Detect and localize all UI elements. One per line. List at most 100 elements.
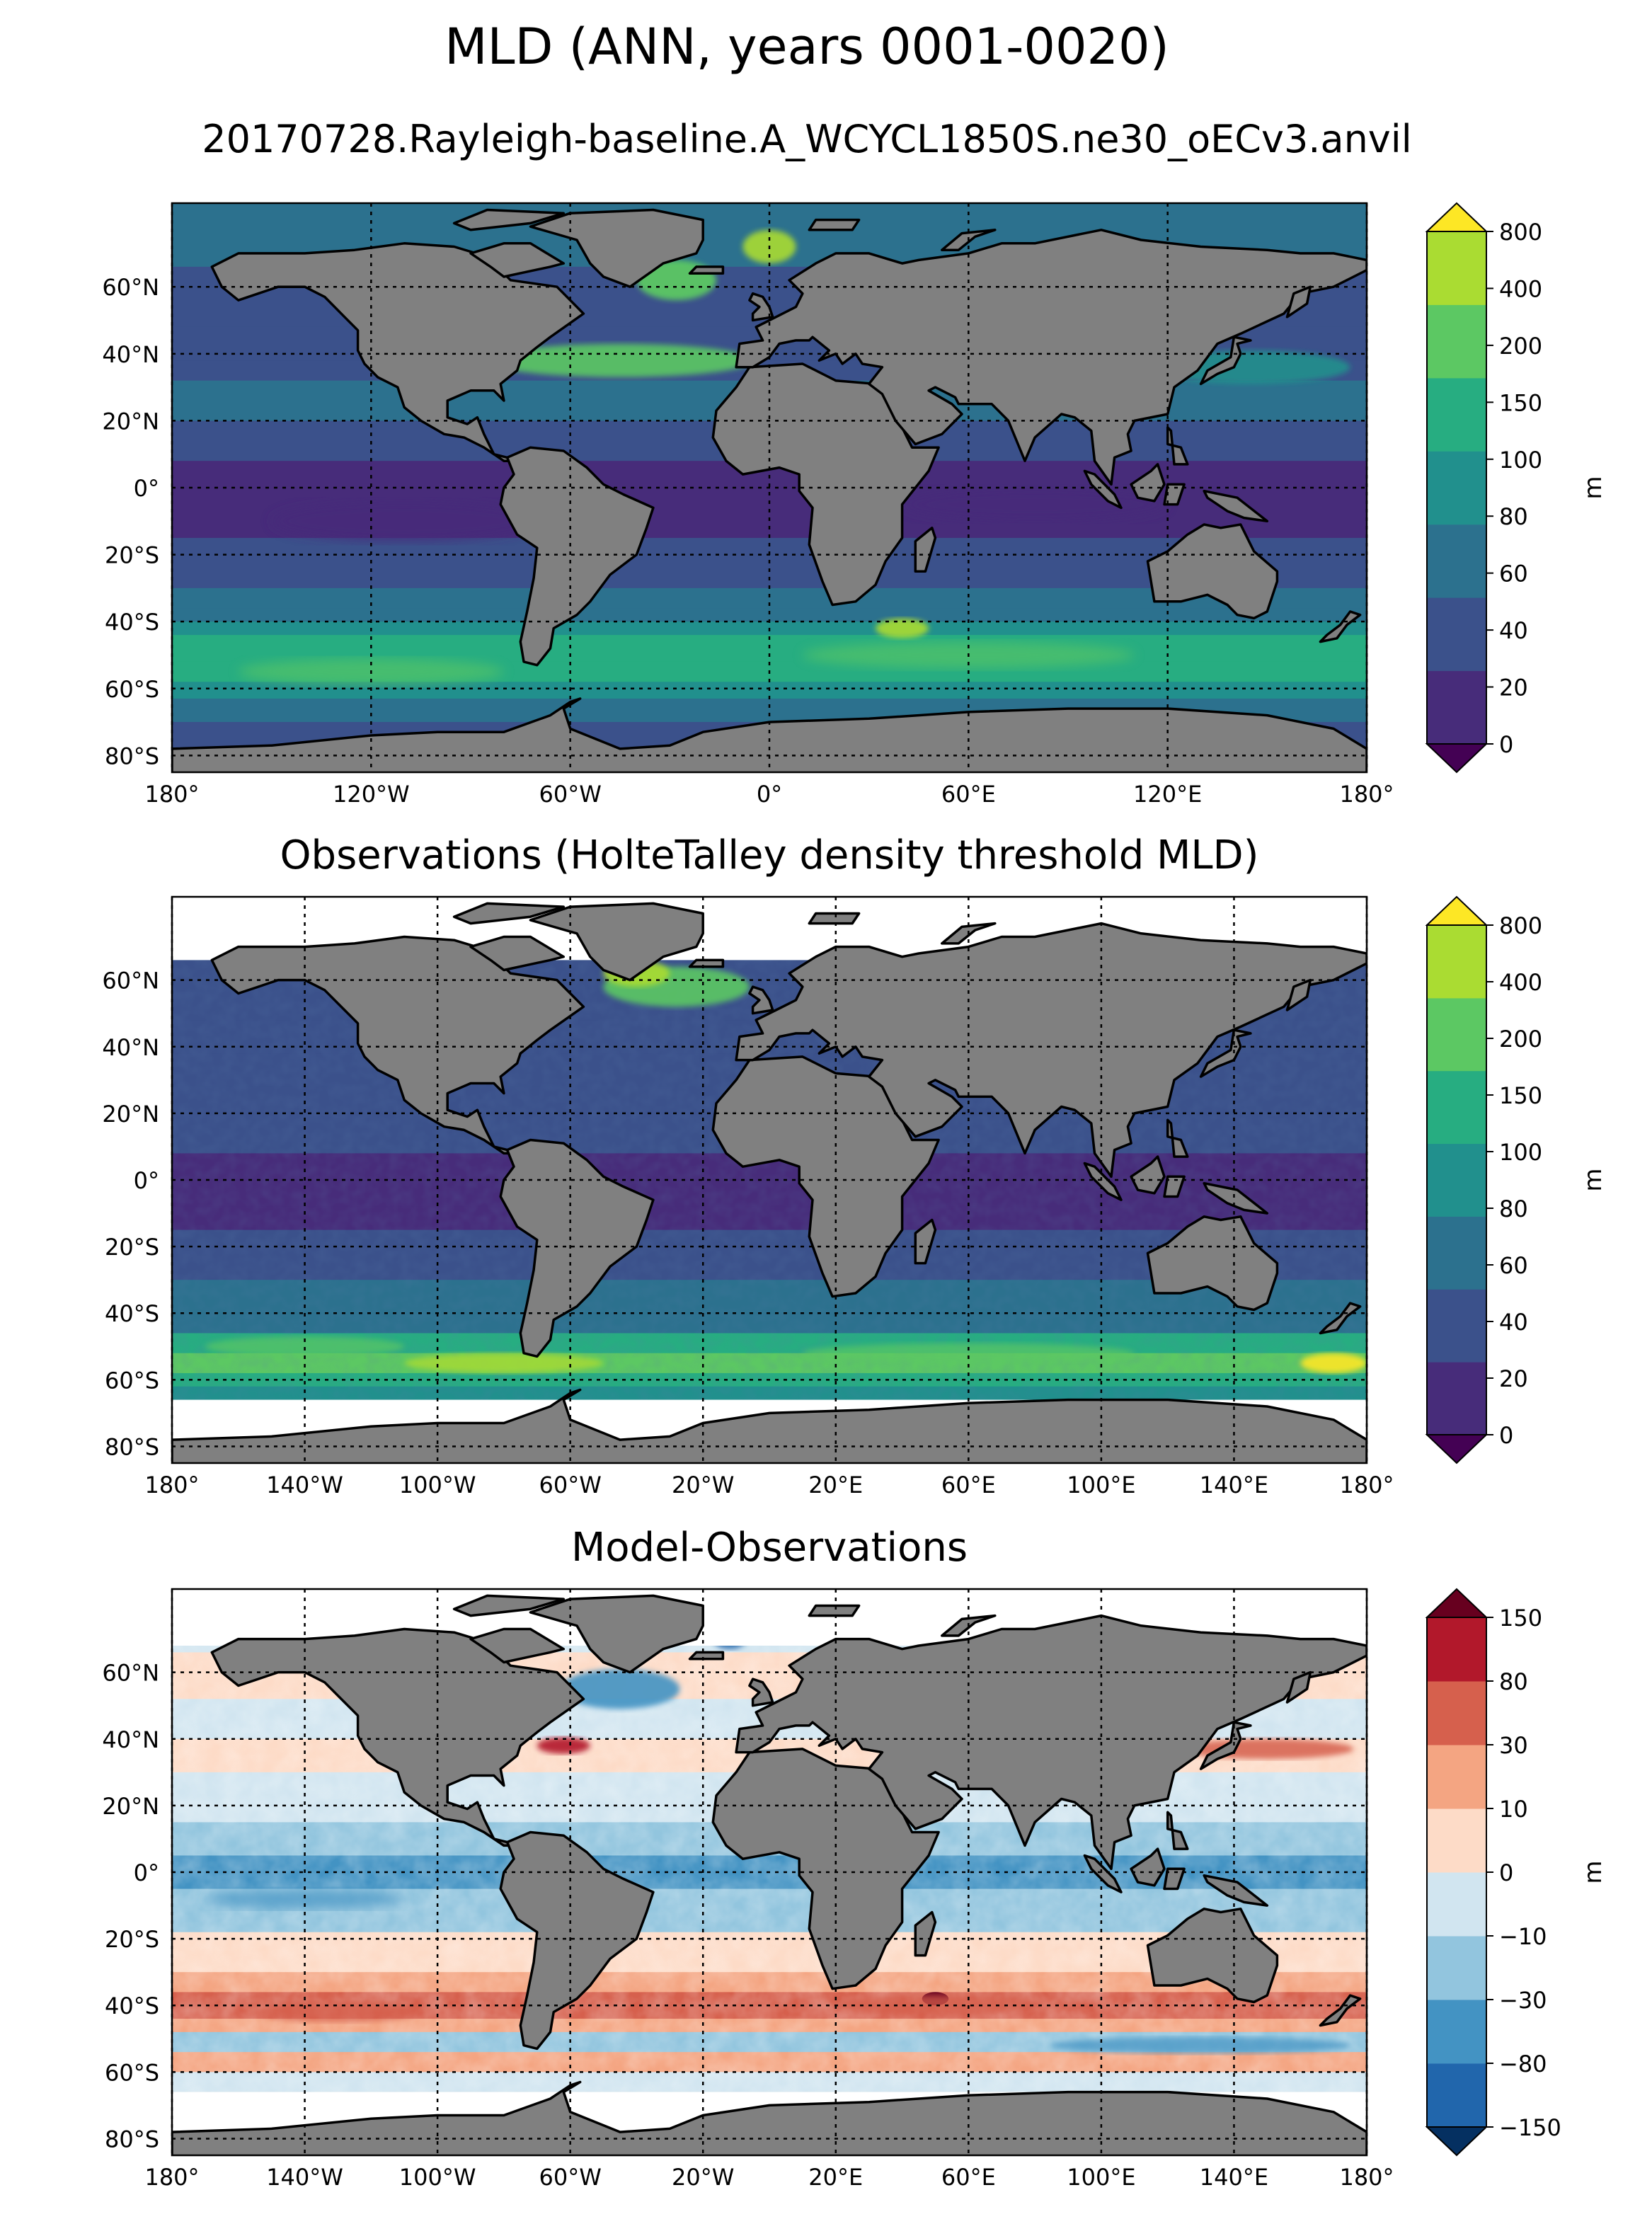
x-tick-label: 60°E xyxy=(941,781,996,808)
colorbar-tick-label: 800 xyxy=(1499,912,1542,939)
x-tick-label: 120°W xyxy=(333,781,410,808)
y-tick-label: 80°S xyxy=(105,742,159,769)
colorbar-segment xyxy=(1427,1745,1486,1809)
x-tick-label: 20°E xyxy=(808,1472,863,1498)
land-antarctica xyxy=(172,1388,1367,1463)
colorbar-segment xyxy=(1427,1070,1486,1145)
x-tick-label: 120°E xyxy=(1133,781,1202,808)
land-sumatra xyxy=(1083,1854,1123,1893)
y-tick-label: 0° xyxy=(134,1859,159,1886)
land-ellesmere xyxy=(452,208,566,231)
x-tick-label: 140°E xyxy=(1200,2164,1268,2191)
colorbar-tick-label: 30 xyxy=(1499,1732,1528,1759)
colorbar-tick-label: 10 xyxy=(1499,1796,1528,1823)
colorbar-segment xyxy=(1427,1808,1486,1873)
land-samerica xyxy=(499,446,655,667)
gridlines xyxy=(171,897,1368,1463)
land-eurasia xyxy=(735,922,1367,1179)
plot-frame xyxy=(171,895,1368,1464)
colorbar-tick-label: 40 xyxy=(1499,1309,1528,1336)
x-tick-label: 60°W xyxy=(539,781,601,808)
land-madagascar xyxy=(914,1910,937,1957)
colorbar-tick-label: 40 xyxy=(1499,617,1528,644)
land-sumatra xyxy=(1083,469,1123,510)
x-tick-label: 60°E xyxy=(941,1472,996,1498)
land-newzealand xyxy=(1319,1994,1362,2027)
land-layer xyxy=(172,1594,1367,2155)
land-namerica xyxy=(210,242,585,462)
colorbar-segment xyxy=(1427,2063,1486,2128)
colorbar-tick-label: −10 xyxy=(1499,1923,1547,1950)
x-tick-label: 180° xyxy=(144,781,199,808)
x-tick-label: 180° xyxy=(144,1472,199,1498)
colorbar-segment xyxy=(1427,1681,1486,1745)
panel-title: Model-Observations xyxy=(571,1525,968,1571)
colorbar-segment xyxy=(1427,304,1486,379)
field-feature xyxy=(802,1343,1135,1363)
colorbar-segment xyxy=(1427,524,1486,598)
colorbar-extend-max xyxy=(1425,895,1488,926)
y-tick-label: 20°N xyxy=(102,1793,159,1820)
x-tick-label: 180° xyxy=(1339,1472,1394,1498)
colorbar-tick-label: 800 xyxy=(1499,219,1542,246)
colorbar-segment xyxy=(1427,1289,1486,1363)
land-greenland xyxy=(529,208,704,288)
land-uk xyxy=(748,1678,774,1707)
land-samerica xyxy=(499,1138,655,1358)
panel-3: 180° 140°W 100°W 60°W 20°W 20°E 60°E 100°E 140°E… xyxy=(102,1525,1607,2191)
land-africa xyxy=(711,1055,940,1298)
land-layer xyxy=(172,208,1367,772)
land-madagascar xyxy=(914,1218,937,1265)
land-africa xyxy=(711,1748,940,1990)
land-sulawesi xyxy=(1163,1867,1186,1891)
field-feature xyxy=(205,1888,405,1909)
y-tick-label: 80°S xyxy=(105,1433,159,1460)
x-tick-label: 100°E xyxy=(1067,2164,1135,2191)
colorbar-tick-label: 200 xyxy=(1499,333,1542,360)
y-tick-label: 40°N xyxy=(102,1034,159,1061)
colorbar-tick-label: −80 xyxy=(1499,2051,1547,2077)
figure-subtitle: 20170728.Rayleigh-baseline.A_WCYCL1850S.… xyxy=(202,117,1412,161)
colorbar-frame xyxy=(1426,924,1487,1435)
land-newzealand xyxy=(1319,610,1362,643)
y-tick-label: 20°S xyxy=(105,1926,159,1953)
colorbar: 0 20 40 60 80 100 150 200 400 800 m xyxy=(1425,202,1607,774)
field-feature xyxy=(876,618,929,638)
x-tick-label: 180° xyxy=(144,2164,199,2191)
land-borneo xyxy=(1130,463,1166,503)
y-tick-label: 60°S xyxy=(105,676,159,703)
y-tick-label: 20°N xyxy=(102,1101,159,1128)
land-australia xyxy=(1146,1908,1279,2004)
colorbar-tick-label: 400 xyxy=(1499,969,1542,996)
colorbar-segment xyxy=(1427,1143,1486,1217)
x-tick-label: 140°W xyxy=(266,1472,343,1498)
x-tick-label: 0° xyxy=(757,781,782,808)
land-greenland xyxy=(529,902,704,982)
gridlines xyxy=(171,203,1368,772)
land-iceland xyxy=(688,958,725,968)
land-japan xyxy=(1199,336,1252,386)
x-tick-label: 140°E xyxy=(1200,1472,1268,1498)
field-feature xyxy=(271,501,537,541)
colorbar-segment xyxy=(1427,451,1486,525)
colorbar-tick-label: 150 xyxy=(1499,389,1542,416)
panel-title: Observations (HolteTalley density thresh… xyxy=(280,832,1258,878)
colorbar-frame xyxy=(1426,231,1487,745)
land-layer xyxy=(172,902,1367,1463)
x-tick-label: 100°W xyxy=(399,2164,476,2191)
x-tick-label: 100°E xyxy=(1067,1472,1135,1498)
field-band xyxy=(172,608,1367,623)
land-baffin xyxy=(469,242,566,278)
land-sulawesi xyxy=(1163,483,1186,506)
land-philippines xyxy=(1166,1811,1189,1850)
y-tick-label: 60°N xyxy=(102,274,159,301)
y-tick-label: 0° xyxy=(134,1167,159,1194)
colorbar-tick-label: 0 xyxy=(1499,1422,1513,1449)
x-tick-label: 20°W xyxy=(672,2164,734,2191)
y-tick-label: 20°N xyxy=(102,408,159,435)
land-madagascar xyxy=(914,527,937,573)
x-tick-label: 140°W xyxy=(266,2164,343,2191)
land-ellesmere xyxy=(452,1594,566,1617)
colorbar-tick-label: 0 xyxy=(1499,731,1513,758)
